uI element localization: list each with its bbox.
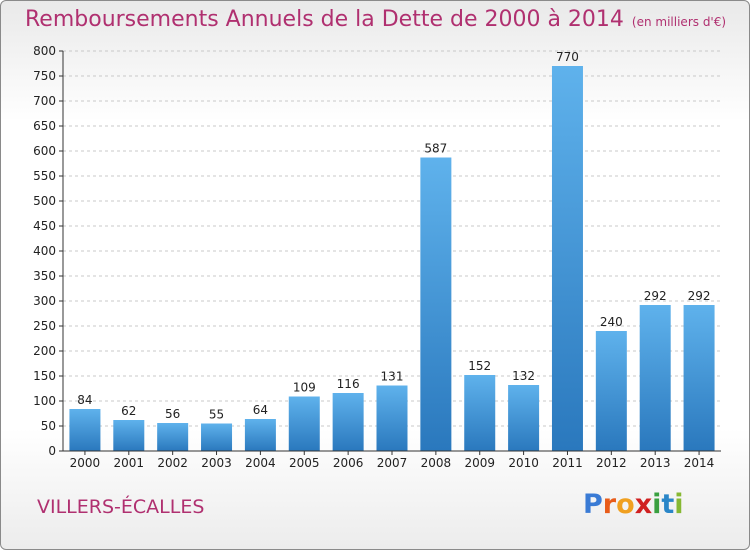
y-tick-label: 600 <box>33 144 56 158</box>
bar <box>69 409 101 451</box>
x-tick-label: 2012 <box>596 456 627 470</box>
y-tick-label: 450 <box>33 219 56 233</box>
bar-value-label: 55 <box>209 408 224 422</box>
y-tick-label: 350 <box>33 269 56 283</box>
y-tick-label: 150 <box>33 369 56 383</box>
bar <box>464 375 496 451</box>
x-tick-label: 2011 <box>552 456 583 470</box>
bar-value-label: 64 <box>253 403 268 417</box>
bar <box>595 331 627 451</box>
x-tick-label: 2001 <box>114 456 145 470</box>
bar <box>332 393 364 451</box>
y-tick-label: 500 <box>33 194 56 208</box>
x-tick-label: 2014 <box>684 456 715 470</box>
y-tick-label: 800 <box>33 44 56 58</box>
bar-value-label: 152 <box>468 359 491 373</box>
bar <box>244 419 276 451</box>
y-tick-label: 300 <box>33 294 56 308</box>
bar-value-label: 62 <box>121 404 136 418</box>
x-tick-label: 2009 <box>464 456 495 470</box>
bar-value-label: 770 <box>556 50 579 64</box>
bar-value-label: 292 <box>688 289 711 303</box>
logo-letter: o <box>616 489 635 520</box>
y-tick-label: 400 <box>33 244 56 258</box>
bar <box>508 385 540 451</box>
logo-letter: r <box>602 489 617 520</box>
x-tick-label: 2004 <box>245 456 276 470</box>
x-tick-label: 2000 <box>70 456 101 470</box>
x-tick-label: 2006 <box>333 456 364 470</box>
logo-letter: t <box>661 489 675 520</box>
y-tick-label: 50 <box>41 419 56 433</box>
logo-letter: x <box>634 489 653 520</box>
logo-letter: i <box>674 489 684 520</box>
bar <box>288 396 320 451</box>
y-tick-label: 750 <box>33 69 56 83</box>
y-tick-label: 250 <box>33 319 56 333</box>
bar-value-label: 84 <box>77 393 92 407</box>
y-tick-label: 0 <box>48 444 56 458</box>
bar <box>683 305 715 451</box>
axis-layer: 0 50 100 150 200 250 300 350 400 450 500 550 600 650 7… <box>33 44 721 470</box>
bar <box>157 423 189 451</box>
y-tick-label: 700 <box>33 94 56 108</box>
logo-letter: i <box>652 489 662 520</box>
chart-title: Remboursements Annuels de la Dette de 20… <box>25 7 624 32</box>
bar <box>639 305 671 451</box>
y-tick-label: 200 <box>33 344 56 358</box>
x-tick-label: 2005 <box>289 456 320 470</box>
bar-value-label: 109 <box>293 381 316 395</box>
y-tick-label: 650 <box>33 119 56 133</box>
logo-letter: P <box>583 489 603 520</box>
bar <box>201 423 233 451</box>
x-tick-label: 2013 <box>640 456 671 470</box>
chart-title-block: Remboursements Annuels de la Dette de 20… <box>25 7 726 32</box>
y-tick-label: 100 <box>33 394 56 408</box>
x-tick-label: 2002 <box>157 456 188 470</box>
bar-layer: 84 62 56 55 64 109 116 131 587 152 132 770 240 292 292 <box>69 50 715 451</box>
y-tick-label: 550 <box>33 169 56 183</box>
bar <box>376 385 408 451</box>
bar-value-label: 292 <box>644 289 667 303</box>
chart-unit: (en milliers d'€) <box>631 15 727 29</box>
bar-value-label: 131 <box>381 370 404 384</box>
bar-value-label: 132 <box>512 369 535 383</box>
bar <box>551 66 583 451</box>
x-tick-label: 2007 <box>377 456 408 470</box>
bar-value-label: 116 <box>337 377 360 391</box>
commune-name: VILLERS-ÉCALLES <box>37 496 205 518</box>
x-tick-label: 2003 <box>201 456 232 470</box>
bar <box>113 420 145 451</box>
x-tick-label: 2010 <box>508 456 539 470</box>
bar-value-label: 587 <box>424 142 447 156</box>
bar-value-label: 56 <box>165 407 180 421</box>
x-tick-label: 2008 <box>421 456 452 470</box>
bar <box>420 157 452 451</box>
proxiti-logo: Proxiti <box>583 489 684 520</box>
bar-value-label: 240 <box>600 315 623 329</box>
